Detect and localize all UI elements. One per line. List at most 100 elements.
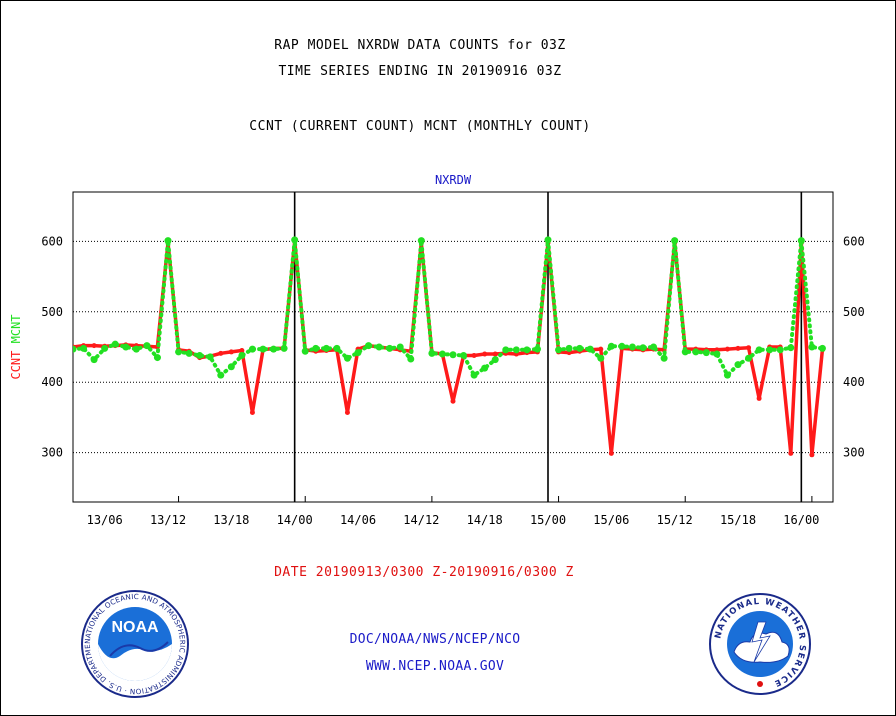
chart-title-line-2: TIME SERIES ENDING IN 20190916 03Z: [278, 64, 562, 79]
mcnt-point: [491, 356, 499, 364]
mcnt-point: [607, 342, 615, 350]
ccnt-point: [450, 398, 456, 404]
mcnt-point: [122, 343, 130, 351]
y-axis-label-ccnt: CCNT: [9, 351, 23, 380]
mcnt-point: [386, 344, 394, 352]
mcnt-point: [470, 371, 478, 379]
mcnt-point: [73, 345, 77, 353]
org-line: DOC/NOAA/NWS/NCEP/NCO: [349, 632, 521, 647]
mcnt-point: [787, 344, 795, 352]
mcnt-point: [576, 344, 584, 352]
ccnt-point: [218, 350, 224, 356]
mcnt-point: [417, 237, 425, 245]
mcnt-point: [523, 346, 531, 354]
mcnt-point: [713, 350, 721, 358]
mcnt-point: [101, 344, 109, 352]
mcnt-point: [153, 354, 161, 362]
mcnt-point: [428, 349, 436, 357]
date-range-label: DATE 20190913/0300 Z-20190916/0300 Z: [274, 565, 574, 580]
mcnt-point: [776, 346, 784, 354]
ccnt-point: [809, 452, 815, 458]
y-axis-label-mcnt: MCNT: [9, 314, 23, 350]
mcnt-point: [565, 344, 573, 352]
plot-area: [72, 191, 834, 503]
mcnt-point: [618, 342, 626, 350]
mcnt-point: [818, 344, 826, 352]
mcnt-point: [766, 346, 774, 354]
mcnt-point: [660, 354, 668, 362]
noaa-logo-icon: NATIONAL OCEANIC AND ATMOSPHERIC ADMINIS…: [80, 590, 189, 698]
mcnt-point: [175, 348, 183, 356]
mcnt-point: [143, 342, 151, 350]
mcnt-point: [375, 343, 383, 351]
mcnt-point: [512, 346, 520, 354]
ccnt-point: [249, 410, 255, 416]
ccnt-point: [228, 349, 234, 355]
mcnt-point: [555, 346, 563, 354]
mcnt-point: [270, 345, 278, 353]
x-tick-label: 15/12: [657, 513, 693, 527]
y-axis-label: CCNT MCNT: [9, 314, 23, 379]
mcnt-point: [692, 348, 700, 356]
chart-legend-description: CCNT (CURRENT COUNT) MCNT (MONTHLY COUNT…: [249, 119, 591, 134]
x-tick-label: 16/00: [783, 513, 819, 527]
mcnt-point: [639, 344, 647, 352]
mcnt-point: [702, 349, 710, 357]
ccnt-point: [735, 345, 741, 351]
mcnt-point: [745, 354, 753, 362]
mcnt-point: [650, 343, 658, 351]
x-tick-label: 13/06: [87, 513, 123, 527]
ccnt-point: [91, 343, 97, 349]
ccnt-point: [724, 346, 730, 352]
ccnt-point: [471, 352, 477, 358]
series-line-ccnt: [73, 239, 825, 457]
mcnt-point: [217, 371, 225, 379]
mcnt-point: [407, 355, 415, 363]
mcnt-point: [343, 354, 351, 362]
y-tick-label-right: 600: [843, 234, 865, 248]
mcnt-point: [586, 345, 594, 353]
mcnt-point: [438, 350, 446, 358]
mcnt-point: [460, 351, 468, 359]
mcnt-point: [185, 349, 193, 357]
x-tick-label: 14/00: [277, 513, 313, 527]
x-tick-label: 14/12: [403, 513, 439, 527]
mcnt-point: [238, 351, 246, 359]
ccnt-point: [492, 351, 498, 357]
mcnt-point: [396, 343, 404, 351]
y-tick-label-right: 400: [843, 375, 865, 389]
mcnt-point: [449, 351, 457, 359]
noaa-logo-text: NOAA: [111, 619, 159, 636]
ccnt-point: [788, 450, 794, 456]
mcnt-point: [597, 354, 605, 362]
mcnt-point: [206, 353, 214, 361]
mcnt-point: [322, 344, 330, 352]
website-link[interactable]: WWW.NCEP.NOAA.GOV: [365, 659, 505, 674]
ccnt-point: [608, 450, 614, 456]
y-tick-label-left: 300: [41, 446, 63, 460]
mcnt-point: [544, 236, 552, 244]
mcnt-point: [333, 344, 341, 352]
y-tick-label-left: 400: [41, 375, 63, 389]
mcnt-point: [90, 356, 98, 364]
mcnt-point: [755, 346, 763, 354]
chart-title-line-1: RAP MODEL NXRDW DATA COUNTS for 03Z: [274, 38, 566, 53]
mcnt-point: [301, 347, 309, 355]
ccnt-point: [756, 395, 762, 401]
mcnt-point: [80, 344, 88, 352]
y-tick-label-right: 300: [843, 446, 865, 460]
mcnt-point: [681, 348, 689, 356]
mcnt-point: [312, 344, 320, 352]
mcnt-point: [291, 236, 299, 244]
mcnt-point: [502, 346, 510, 354]
mcnt-point: [196, 351, 204, 359]
mcnt-point: [797, 237, 805, 245]
mcnt-point: [111, 340, 119, 348]
mcnt-point: [227, 363, 235, 371]
mcnt-point: [132, 345, 140, 353]
x-tick-label: 14/06: [340, 513, 376, 527]
y-tick-label-right: 500: [843, 305, 865, 319]
mcnt-point: [671, 237, 679, 245]
x-tick-label: 15/18: [720, 513, 756, 527]
